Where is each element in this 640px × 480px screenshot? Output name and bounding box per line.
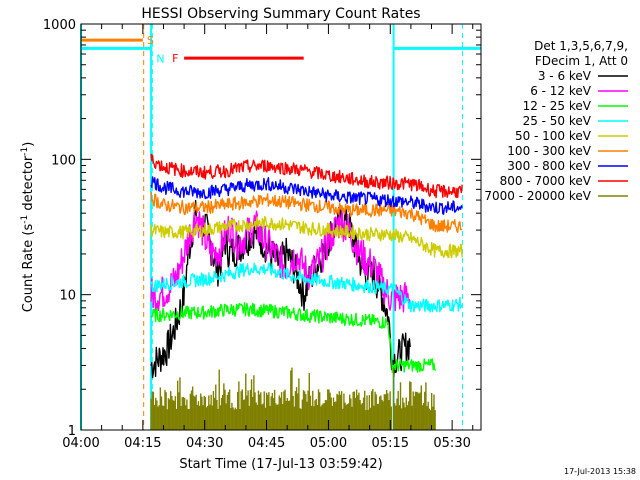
series-300-800-kev [150, 176, 463, 215]
flag-label-S: S [147, 34, 154, 47]
legend-label-3: 25 - 50 keV [523, 114, 592, 128]
series-50-100-kev [150, 215, 463, 259]
legend-label-1: 6 - 12 keV [530, 84, 592, 98]
y-axis-label: Count Rate (s-1 detector-1) [20, 142, 36, 313]
legend-label-6: 300 - 800 keV [507, 159, 591, 173]
legend-label-2: 12 - 25 keV [523, 99, 592, 113]
y-tick-label-2: 100 [51, 153, 76, 168]
timestamp: 17-Jul-2013 15:38 [564, 467, 636, 476]
legend: Det 1,3,5,6,7,9, FDecim 1, Att 0 3 - 6 k… [484, 39, 628, 203]
flag-label-F: F [172, 52, 178, 65]
series-12-25-kev [150, 302, 437, 373]
y-axis-label-sup1: -1 [20, 215, 30, 224]
axes: 1 10 100 1000 04:00 04:15 04:30 04:45 05:00 05:15… [43, 18, 481, 451]
y-tick-label-0: 1 [68, 424, 76, 439]
y-axis-label-sup2: -1 [20, 147, 30, 156]
series-25-50-kev [150, 262, 463, 313]
series-7000-20000-kev [150, 367, 436, 430]
x-tick-label-2: 04:30 [186, 436, 223, 451]
legend-label-8: 7000 - 20000 keV [484, 189, 591, 203]
legend-label-7: 800 - 7000 keV [500, 174, 592, 188]
x-tick-label-5: 05:15 [372, 436, 409, 451]
y-axis-label-end: ) [21, 142, 36, 147]
chart-title: HESSI Observing Summary Count Rates [141, 6, 420, 22]
x-tick-label-1: 04:15 [124, 436, 161, 451]
x-tick-label-6: 05:30 [433, 436, 470, 451]
plot-frame [80, 23, 482, 431]
legend-header-1: Det 1,3,5,6,7,9, [534, 39, 628, 53]
legend-label-4: 50 - 100 keV [515, 129, 592, 143]
x-tick-label-3: 04:45 [248, 436, 285, 451]
y-tick-label-1: 10 [59, 289, 76, 304]
x-tick-label-0: 04:00 [62, 436, 99, 451]
series-800-7000-kev [150, 153, 463, 199]
y-tick-label-3: 1000 [43, 18, 76, 33]
legend-label-5: 100 - 300 keV [507, 144, 591, 158]
y-axis-label-mid: detector [21, 155, 36, 215]
legend-label-0: 3 - 6 keV [538, 69, 592, 83]
y-axis-label-main: Count Rate (s [21, 224, 36, 313]
series-100-300-kev [150, 191, 463, 233]
legend-header-2: FDecim 1, Att 0 [535, 54, 628, 68]
plot-area: SN F [80, 24, 481, 430]
flag-label-N: N [156, 52, 164, 65]
x-axis-label: Start Time (17-Jul-13 03:59:42) [179, 457, 382, 472]
x-tick-label-4: 05:00 [310, 436, 347, 451]
series-6-12-kev [150, 210, 411, 313]
